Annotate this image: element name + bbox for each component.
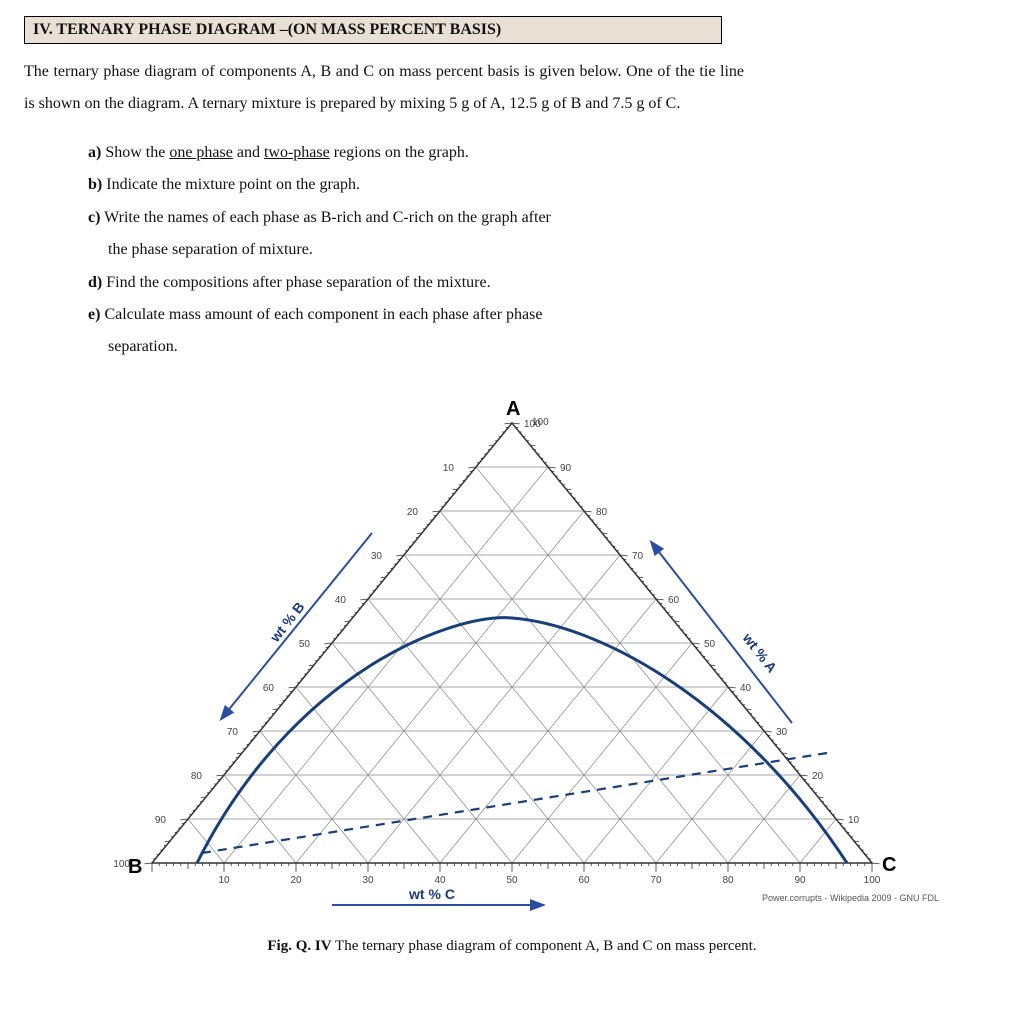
fig-text: The ternary phase diagram of component A…: [332, 938, 757, 954]
figure-caption: Fig. Q. IV The ternary phase diagram of …: [24, 938, 1000, 955]
svg-text:70: 70: [650, 875, 662, 886]
svg-text:A: A: [506, 398, 520, 420]
svg-text:50: 50: [299, 639, 311, 650]
q-a-u2: two-phase: [264, 144, 330, 161]
svg-text:70: 70: [632, 551, 644, 562]
svg-text:90: 90: [155, 815, 167, 826]
svg-text:30: 30: [362, 875, 374, 886]
svg-text:60: 60: [263, 683, 275, 694]
svg-text:90: 90: [560, 463, 572, 474]
svg-text:60: 60: [668, 595, 680, 606]
svg-text:C: C: [882, 854, 896, 876]
question-d: d) Find the compositions after phase sep…: [88, 268, 788, 298]
question-list: a) Show the one phase and two-phase regi…: [48, 138, 788, 363]
svg-text:10: 10: [443, 463, 455, 474]
svg-text:B: B: [128, 856, 142, 878]
q-d-text: Find the compositions after phase separa…: [102, 274, 490, 291]
q-a-pre: Show the: [101, 144, 169, 161]
q-a-u1: one phase: [169, 144, 233, 161]
question-e: e) Calculate mass amount of each compone…: [88, 300, 788, 330]
section-title: IV. TERNARY PHASE DIAGRAM –(ON MASS PERC…: [33, 21, 501, 38]
svg-text:wt % C: wt % C: [408, 886, 455, 902]
svg-text:30: 30: [371, 551, 383, 562]
q-c-text1: Write the names of each phase as B-rich …: [100, 209, 550, 226]
svg-text:40: 40: [335, 595, 347, 606]
question-c: c) Write the names of each phase as B-ri…: [88, 203, 788, 233]
svg-text:20: 20: [407, 507, 419, 518]
question-a: a) Show the one phase and two-phase regi…: [88, 138, 788, 168]
q-e-label: e): [88, 306, 100, 323]
svg-text:40: 40: [434, 875, 446, 886]
ternary-diagram: 10 10 10 20 20 20 30 30 30 40 40 40 50 50 50 60 60 60 70 70…: [72, 383, 952, 923]
svg-text:50: 50: [506, 875, 518, 886]
intro-text: The ternary phase diagram of components …: [24, 63, 744, 112]
q-b-label: b): [88, 176, 102, 193]
intro-paragraph: The ternary phase diagram of components …: [24, 56, 744, 120]
svg-text:80: 80: [191, 771, 203, 782]
svg-text:20: 20: [812, 771, 824, 782]
svg-text:100: 100: [532, 417, 549, 428]
q-c-text2: the phase separation of mixture.: [108, 241, 313, 258]
q-a-post: regions on the graph.: [330, 144, 469, 161]
q-e-text2: separation.: [108, 338, 178, 355]
question-b: b) Indicate the mixture point on the gra…: [88, 170, 788, 200]
svg-text:30: 30: [776, 727, 788, 738]
svg-text:100: 100: [864, 875, 881, 886]
fig-label: Fig. Q. IV: [267, 938, 331, 954]
figure: 10 10 10 20 20 20 30 30 30 40 40 40 50 50 50 60 60 60 70 70…: [24, 383, 1000, 955]
q-c-label: c): [88, 209, 100, 226]
q-d-label: d): [88, 274, 102, 291]
svg-text:70: 70: [227, 727, 239, 738]
svg-text:90: 90: [794, 875, 806, 886]
svg-text:80: 80: [722, 875, 734, 886]
svg-text:40: 40: [740, 683, 752, 694]
question-e-line2: separation.: [108, 332, 788, 362]
svg-text:10: 10: [848, 815, 860, 826]
q-b-text: Indicate the mixture point on the graph.: [102, 176, 360, 193]
svg-text:60: 60: [578, 875, 590, 886]
svg-text:10: 10: [218, 875, 230, 886]
svg-text:Power.corrupts - Wikipedia 200: Power.corrupts - Wikipedia 2009 - GNU FD…: [762, 893, 939, 903]
q-a-mid: and: [233, 144, 264, 161]
section-header: IV. TERNARY PHASE DIAGRAM –(ON MASS PERC…: [24, 16, 722, 44]
question-c-line2: the phase separation of mixture.: [108, 235, 788, 265]
svg-text:20: 20: [290, 875, 302, 886]
q-a-label: a): [88, 144, 101, 161]
svg-text:80: 80: [596, 507, 608, 518]
q-e-text1: Calculate mass amount of each component …: [100, 306, 542, 323]
svg-text:50: 50: [704, 639, 716, 650]
svg-text:wt % A: wt % A: [739, 629, 780, 675]
